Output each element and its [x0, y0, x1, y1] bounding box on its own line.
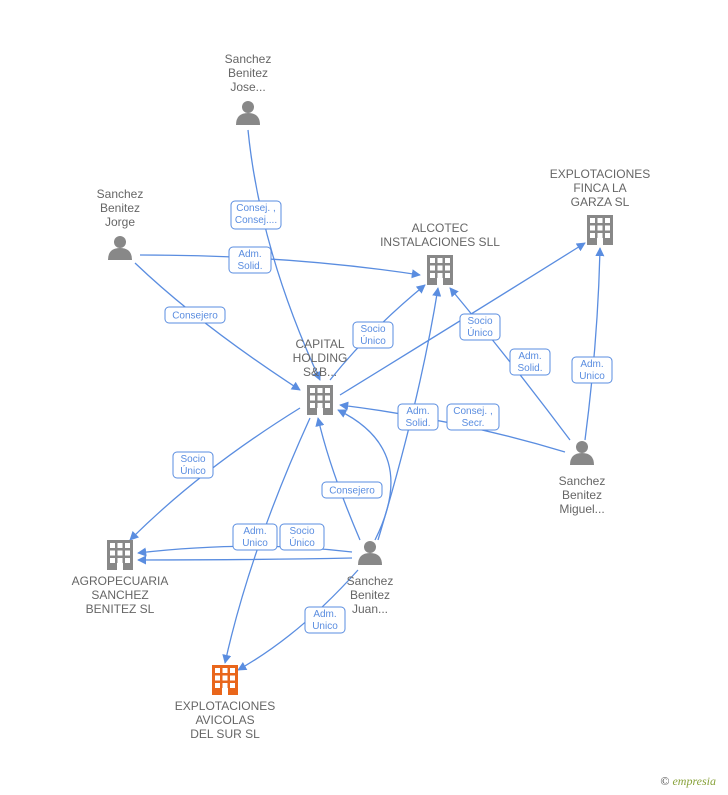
edge-label-text: Solid. — [237, 261, 262, 272]
node-label: Benitez — [228, 66, 268, 80]
edge-label-text: Consej. , — [453, 406, 492, 417]
edge-label-text: Secr. — [462, 418, 485, 429]
edge-label-text: Único — [289, 536, 315, 549]
node-label: EXPLOTACIONES — [175, 699, 275, 713]
node-label: CAPITAL — [295, 337, 344, 351]
edge-juan-capital — [318, 418, 360, 540]
edge-label-text: Consej.... — [235, 215, 277, 226]
node-jose[interactable]: SanchezBenitezJose... — [225, 52, 272, 125]
edge-juan-agro — [138, 558, 352, 560]
node-label: DEL SUR SL — [190, 727, 260, 741]
node-avicolas[interactable]: EXPLOTACIONESAVICOLASDEL SUR SL — [175, 665, 275, 741]
edge-label-text: Unico — [579, 371, 605, 382]
node-label: ALCOTEC — [412, 221, 469, 235]
node-label: HOLDING — [293, 351, 348, 365]
brand-name: empresia — [672, 774, 716, 788]
node-label: Jose... — [230, 80, 265, 94]
node-label: GARZA SL — [571, 195, 630, 209]
edge-label-text: Adm. — [238, 249, 261, 260]
node-label: EXPLOTACIONES — [550, 167, 650, 181]
node-label: SANCHEZ — [91, 588, 148, 602]
edge-label-text: Socio — [289, 526, 314, 537]
node-label: AVICOLAS — [195, 713, 254, 727]
edge-capital-agro — [130, 408, 300, 540]
node-miguel[interactable]: SanchezBenitezMiguel... — [559, 441, 606, 516]
edge-label-text: Consejero — [172, 311, 218, 322]
edge-labels-layer: Consej. ,Consej....Adm.Solid.ConsejeroSo… — [165, 201, 612, 633]
edge-label-text: Unico — [242, 538, 268, 549]
edge-label-text: Único — [180, 464, 206, 477]
edge-label-text: Consejero — [329, 486, 375, 497]
footer-attribution: © empresia — [660, 774, 716, 789]
node-label: Juan... — [352, 602, 388, 616]
node-label: Benitez — [350, 588, 390, 602]
network-diagram: Consej. ,Consej....Adm.Solid.ConsejeroSo… — [0, 0, 728, 795]
node-label: Sanchez — [225, 52, 272, 66]
edge-juan-capital — [338, 410, 391, 540]
node-label: Sanchez — [347, 574, 394, 588]
node-label: Sanchez — [97, 187, 144, 201]
copyright-symbol: © — [660, 774, 669, 788]
edge-label-text: Solid. — [517, 363, 542, 374]
edge-label-text: Unico — [312, 621, 338, 632]
edge-label-text: Consej. , — [236, 203, 275, 214]
node-label: INSTALACIONES SLL — [380, 235, 500, 249]
edge-label-text: Solid. — [405, 418, 430, 429]
edge-jorge-capital — [135, 263, 300, 390]
edge-label-text: Socio — [180, 454, 205, 465]
edge-label-text: Único — [467, 326, 493, 339]
edge-label-text: Adm. — [313, 609, 336, 620]
node-label: AGROPECUARIA — [72, 574, 169, 588]
edge-label-text: Socio — [360, 324, 385, 335]
edge-miguel-garza — [585, 248, 600, 440]
node-label: Benitez — [562, 488, 602, 502]
edge-label-text: Socio — [467, 316, 492, 327]
node-label: Sanchez — [559, 474, 606, 488]
edge-label-text: Adm. — [243, 526, 266, 537]
edge-label-text: Adm. — [518, 351, 541, 362]
node-label: BENITEZ SL — [86, 602, 155, 616]
node-label: FINCA LA — [573, 181, 626, 195]
nodes-layer: SanchezBenitezJose...SanchezBenitezJorge… — [72, 52, 651, 741]
node-juan[interactable]: SanchezBenitezJuan... — [347, 541, 394, 616]
node-label: Benitez — [100, 201, 140, 215]
node-capital[interactable]: CAPITALHOLDINGS&B... — [293, 337, 348, 415]
edge-label-text: Adm. — [406, 406, 429, 417]
node-label: S&B... — [303, 365, 337, 379]
edge-label-text: Único — [360, 334, 386, 347]
node-label: Jorge — [105, 215, 135, 229]
node-label: Miguel... — [559, 502, 604, 516]
node-alcotec[interactable]: ALCOTECINSTALACIONES SLL — [380, 221, 500, 285]
edge-jorge-alcotec — [140, 255, 420, 275]
edge-label-text: Adm. — [580, 359, 603, 370]
node-garza[interactable]: EXPLOTACIONESFINCA LAGARZA SL — [550, 167, 650, 245]
node-jorge[interactable]: SanchezBenitezJorge — [97, 187, 144, 260]
